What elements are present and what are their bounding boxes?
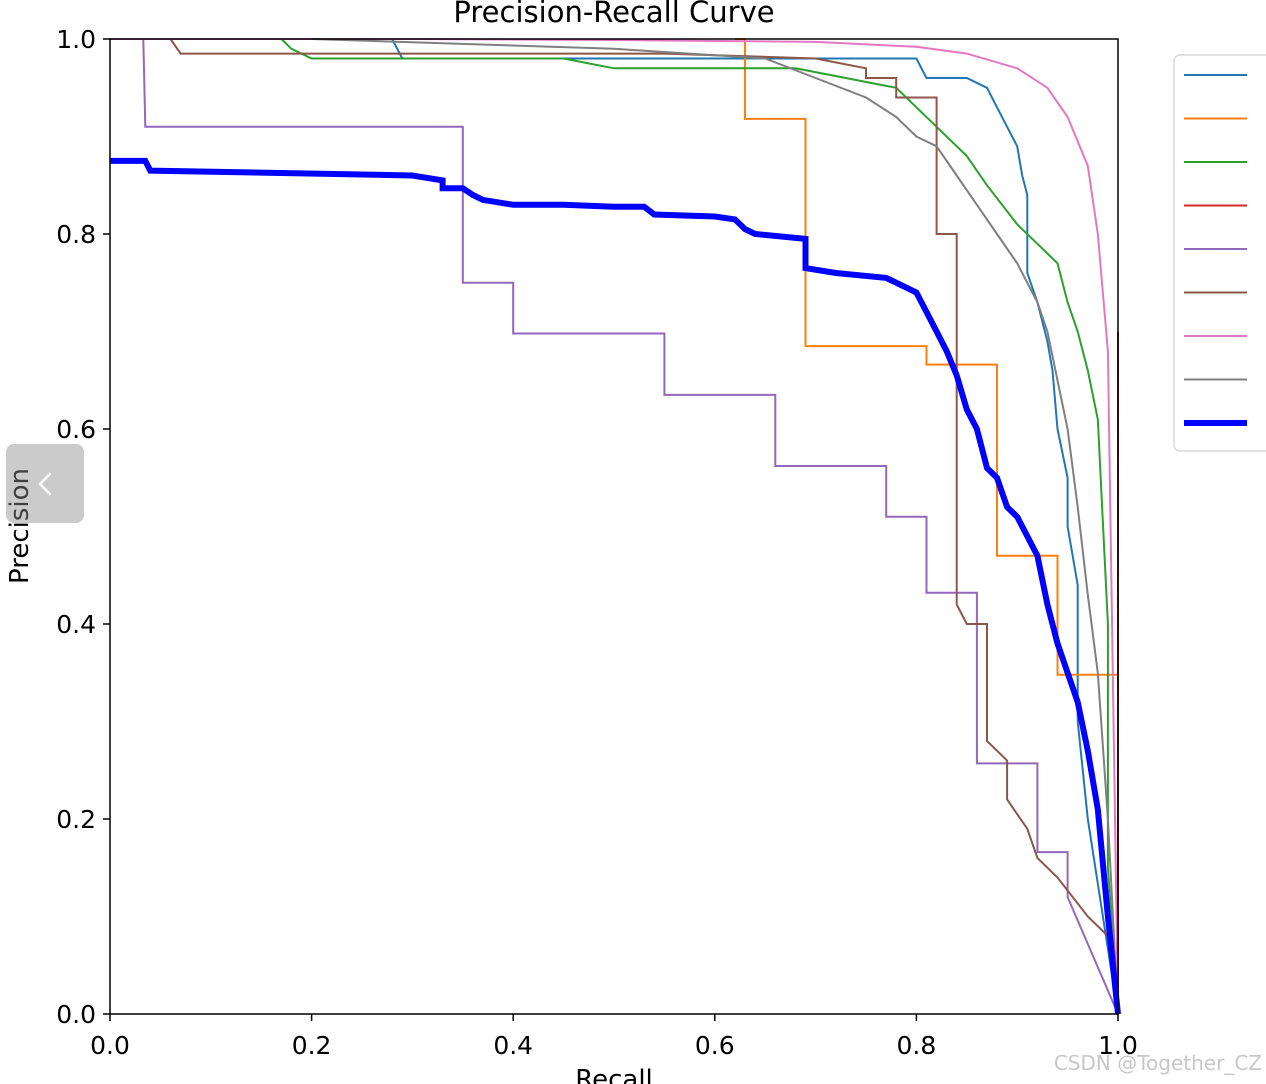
- x-axis-label: Recall: [575, 1065, 653, 1084]
- x-tick-label: 0.2: [292, 1031, 332, 1060]
- x-tick-label: 0.6: [695, 1031, 735, 1060]
- legend-entries: [1184, 74, 1247, 426]
- chevron-left-icon: [38, 472, 52, 495]
- x-tick-label: 1.0: [1098, 1031, 1138, 1060]
- y-tick-label: 0.2: [56, 805, 96, 834]
- collapse-sidebar-tab[interactable]: [6, 444, 84, 523]
- series-line-3: [280, 38, 1119, 1015]
- y-tick-label: 0.0: [56, 1000, 96, 1029]
- series-line-5: [142, 38, 1119, 1015]
- y-axis-label: Precision: [5, 468, 35, 584]
- y-tick-label: 0.8: [56, 220, 96, 249]
- plot-frame: [109, 38, 1119, 1015]
- x-tick-label: 0.4: [493, 1031, 533, 1060]
- chart-title: Precision-Recall Curve: [453, 0, 774, 29]
- series-line-7: [110, 38, 1119, 1015]
- series-line-8: [311, 38, 1119, 1015]
- series-line-1: [110, 38, 1119, 1015]
- x-tick-label: 0.8: [897, 1031, 937, 1060]
- series-line-2: [735, 38, 1118, 676]
- y-tick-label: 0.4: [56, 610, 96, 639]
- legend: [1173, 54, 1266, 452]
- x-tick-label: 0.0: [90, 1031, 130, 1060]
- series-line-9: [110, 157, 1121, 1015]
- y-axis-ticks: 0.0 0.2 0.4 0.6 0.8 1.0: [56, 25, 110, 1029]
- legend-box: [1173, 54, 1266, 452]
- y-tick-label: 1.0: [56, 25, 96, 54]
- y-tick-label: 0.6: [56, 415, 96, 444]
- series-layer: [110, 38, 1121, 1015]
- x-axis-ticks: 0.0 0.2 0.4 0.6 0.8 1.0: [90, 1014, 1138, 1060]
- watermark: CSDN @Together_CZ: [1054, 1051, 1262, 1075]
- series-line-6: [169, 38, 1119, 1015]
